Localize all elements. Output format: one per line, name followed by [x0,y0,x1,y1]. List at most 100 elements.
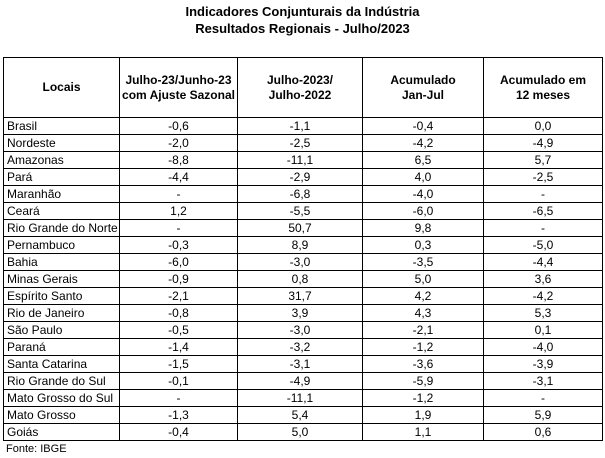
local-cell: Brasil [3,117,120,135]
table-row: Paraná -1,4 -3,2 -1,2 -4,0 [3,338,603,356]
value-cell: -3,9 [483,355,603,373]
table-row: Santa Catarina -1,5 -3,1 -3,6 -3,9 [3,355,603,373]
value-cell: -2,5 [483,168,603,186]
table-row: Goiás -0,4 5,0 1,1 0,6 [3,423,603,441]
value-cell: -0,9 [119,270,238,288]
value-cell: 8,9 [237,236,363,254]
value-cell: - [119,185,238,203]
value-cell: 50,7 [237,219,363,237]
value-cell: -1,4 [119,338,238,356]
table-row: Rio de Janeiro -0,8 3,9 4,3 5,3 [3,304,603,322]
value-cell: 0,1 [483,321,603,339]
value-cell: -4,2 [362,134,484,152]
table-row: Mato Grosso -1,3 5,4 1,9 5,9 [3,406,603,424]
local-cell: Amazonas [3,151,120,169]
value-cell: - [483,389,603,407]
value-cell: - [483,185,603,203]
value-cell: 5,0 [362,270,484,288]
local-cell: Pernambuco [3,236,120,254]
value-cell: -1,2 [362,338,484,356]
value-cell: -3,2 [237,338,363,356]
value-cell: -4,9 [483,134,603,152]
source-note: Fonte: IBGE [6,443,67,455]
value-cell: 0,3 [362,236,484,254]
header-row: Locais Julho-23/Junho-23 com Ajuste Sazo… [3,57,603,118]
value-cell: -6,0 [362,202,484,220]
value-cell: -11,1 [237,151,363,169]
table-row: Mato Grosso do Sul - -11,1 -1,2- [3,389,603,407]
value-cell: -1,3 [119,406,238,424]
value-cell: -6,8 [237,185,363,203]
title-line-1: Indicadores Conjunturais da Indústria [185,4,420,19]
value-cell: 5,0 [237,423,363,441]
value-cell: - [483,219,603,237]
value-cell: -3,5 [362,253,484,271]
table-row: Brasil -0,6 -1,1 -0,4 0,0 [3,117,603,135]
table-row: Rio Grande do Sul -0,1 -4,9 -5,9 -3,1 [3,372,603,390]
value-cell: 0,6 [483,423,603,441]
value-cell: -4,4 [483,253,603,271]
title-line-2: Resultados Regionais - Julho/2023 [195,21,410,36]
table-body: Brasil -0,6 -1,1 -0,4 0,0 Nordeste -2,0 -2,5 -4,… [3,117,603,441]
local-cell: Rio de Janeiro [3,304,120,322]
local-cell: Mato Grosso do Sul [3,389,120,407]
local-cell: Mato Grosso [3,406,120,424]
value-cell: 1,1 [362,423,484,441]
value-cell: 3,6 [483,270,603,288]
value-cell: 31,7 [237,287,363,305]
value-cell: 4,3 [362,304,484,322]
value-cell: -0,6 [119,117,238,135]
value-cell: 1,9 [362,406,484,424]
col-header-month-seasonally-adjusted: Julho-23/Junho-23 com Ajuste Sazonal [119,57,238,118]
value-cell: 5,4 [237,406,363,424]
value-cell: -6,5 [483,202,603,220]
value-cell: -1,5 [119,355,238,373]
regional-indicators-table: Locais Julho-23/Junho-23 com Ajuste Sazo… [3,57,603,441]
value-cell: -6,0 [119,253,238,271]
table-row: Amazonas -8,8 -11,1 6,5 5,7 [3,151,603,169]
local-cell: Rio Grande do Norte [3,219,120,237]
local-cell: Nordeste [3,134,120,152]
local-cell: Espírito Santo [3,287,120,305]
col-header-accumulated-12-months: Acumulado em 12 meses [483,57,603,118]
value-cell: -1,1 [237,117,363,135]
table-row: Rio Grande do Norte -50,7 9,8- [3,219,603,237]
local-cell: Paraná [3,338,120,356]
value-cell: -1,2 [362,389,484,407]
local-cell: São Paulo [3,321,120,339]
value-cell: 5,9 [483,406,603,424]
value-cell: - [119,219,238,237]
value-cell: -3,6 [362,355,484,373]
value-cell: -3,0 [237,253,363,271]
value-cell: -5,9 [362,372,484,390]
local-cell: Maranhão [3,185,120,203]
table-row: Pará -4,4 -2,9 4,0 -2,5 [3,168,603,186]
value-cell: -2,1 [362,321,484,339]
page-title: Indicadores Conjunturais da Indústria Re… [0,3,605,37]
value-cell: -2,0 [119,134,238,152]
table-row: Bahia -6,0 -3,0 -3,5 -4,4 [3,253,603,271]
value-cell: -4,9 [237,372,363,390]
value-cell: 4,0 [362,168,484,186]
value-cell: 9,8 [362,219,484,237]
value-cell: -2,5 [237,134,363,152]
value-cell: -0,3 [119,236,238,254]
local-cell: Ceará [3,202,120,220]
value-cell: -3,0 [237,321,363,339]
table-row: São Paulo -0,5 -3,0 -2,1 0,1 [3,321,603,339]
table-row: Espírito Santo -2,1 31,7 4,2 -4,2 [3,287,603,305]
local-cell: Santa Catarina [3,355,120,373]
value-cell: -4,4 [119,168,238,186]
value-cell: -3,1 [237,355,363,373]
table-row: Pernambuco -0,3 8,9 0,3 -5,0 [3,236,603,254]
value-cell: -8,8 [119,151,238,169]
value-cell: 4,2 [362,287,484,305]
col-header-locais: Locais [3,57,120,118]
value-cell: -0,5 [119,321,238,339]
value-cell: -5,5 [237,202,363,220]
value-cell: -0,8 [119,304,238,322]
value-cell: -4,2 [483,287,603,305]
value-cell: -0,1 [119,372,238,390]
local-cell: Goiás [3,423,120,441]
col-header-accumulated-jan-jul: Acumulado Jan-Jul [362,57,484,118]
